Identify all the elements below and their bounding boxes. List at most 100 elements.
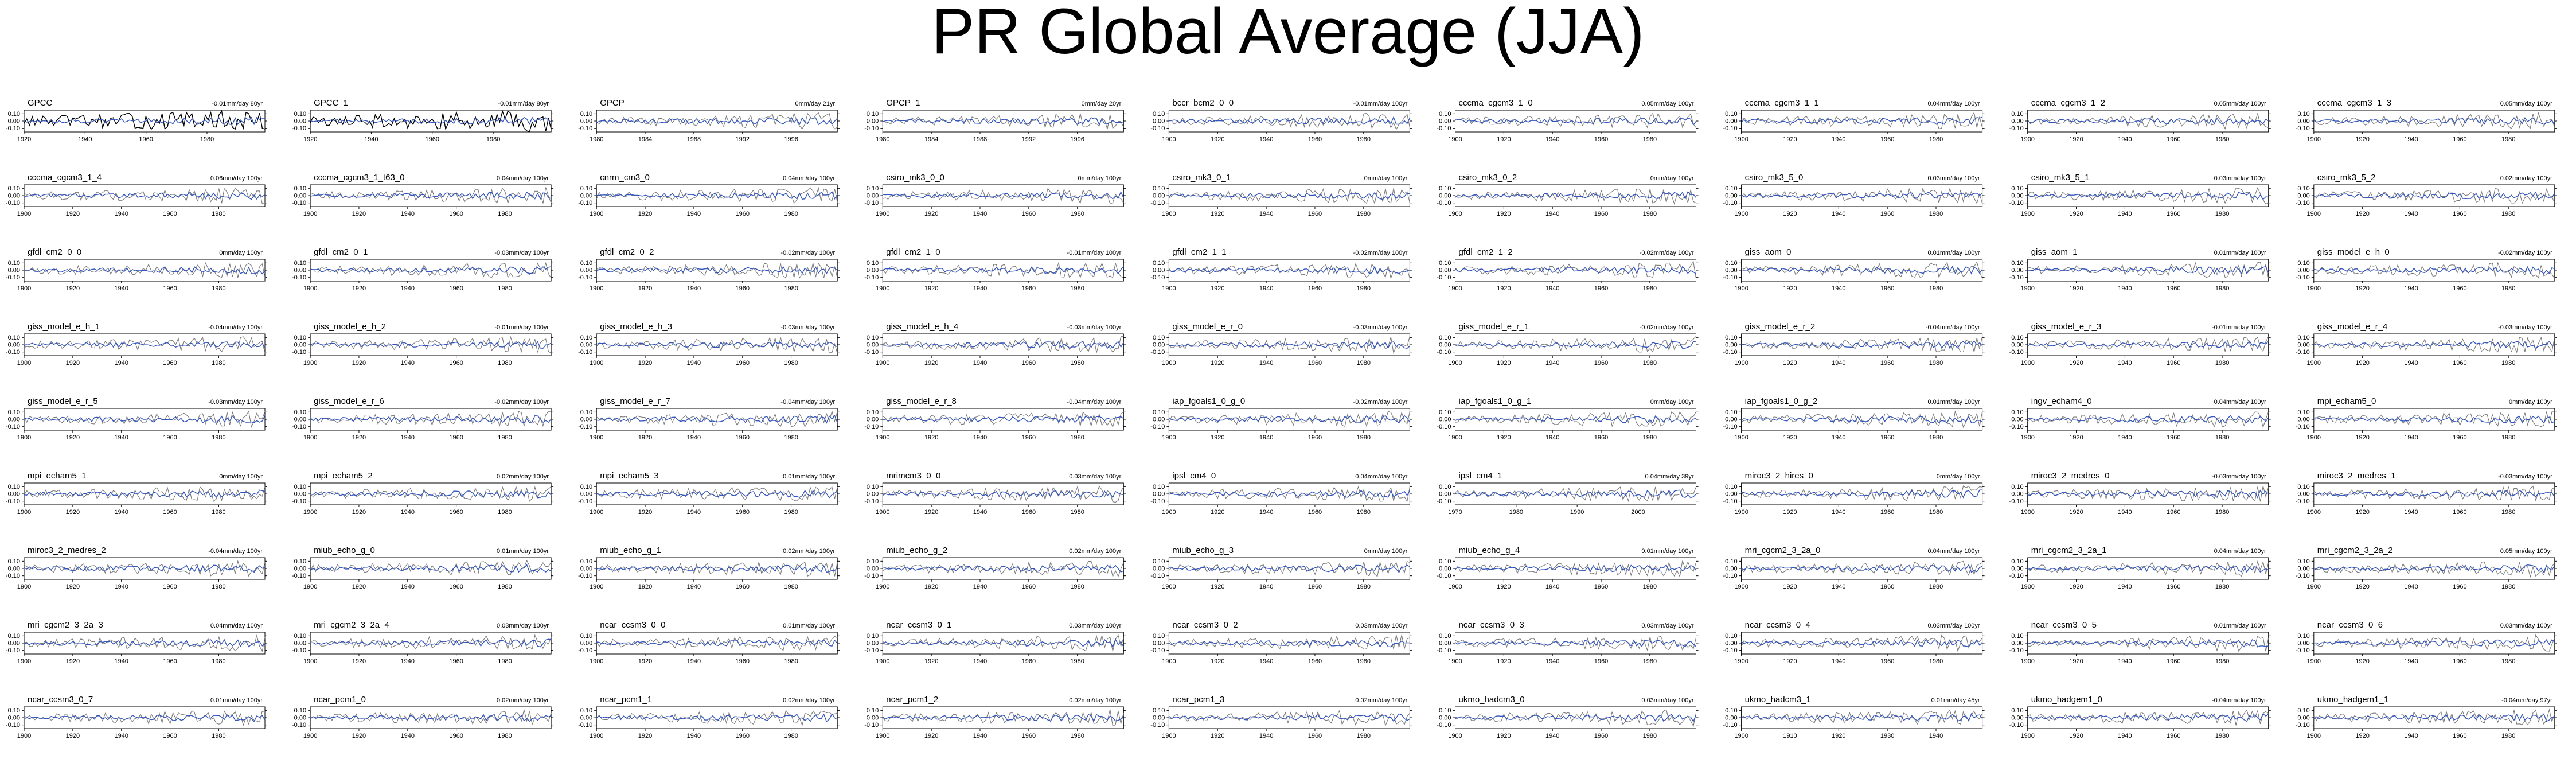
trend-label: -0.04mm/day 100yr bbox=[208, 548, 263, 555]
x-tick-label: 1920 bbox=[1832, 733, 1845, 739]
series-model bbox=[1741, 564, 1982, 573]
x-tick-label: 1980 bbox=[784, 211, 798, 217]
x-tick-label: 1920 bbox=[1211, 434, 1224, 441]
y-tick-label: 0.10 bbox=[294, 558, 306, 565]
y-tick-label: 0.00 bbox=[1153, 342, 1165, 349]
trend-label: 0.03mm/day 100yr bbox=[2500, 622, 2552, 629]
series-model bbox=[1455, 564, 1697, 573]
series-observed bbox=[24, 410, 266, 428]
y-tick-label: -0.10 bbox=[292, 647, 306, 654]
panel-title: mri_cgcm2_3_2a_3 bbox=[28, 620, 103, 630]
y-tick-label: 0.00 bbox=[1725, 267, 1737, 274]
x-tick-label: 1920 bbox=[352, 211, 366, 217]
x-tick-label: 1980 bbox=[498, 211, 512, 217]
panel-title: gfdl_cm2_0_2 bbox=[600, 247, 654, 257]
x-tick-label: 1960 bbox=[1594, 285, 1608, 292]
x-tick-label: 1940 bbox=[1832, 583, 1845, 590]
y-tick-label: 0.10 bbox=[1725, 334, 1737, 341]
panel-ncar_ccsm3_0_6: ncar_ccsm3_0_6 0.03mm/day 100yr 0.100.00-0… bbox=[2296, 620, 2557, 665]
y-tick-label: 0.00 bbox=[867, 566, 879, 573]
panel-cnrm_cm3_0: cnrm_cm3_0 0.04mm/day 100yr 0.100.00-0.10 1… bbox=[578, 173, 840, 217]
x-tick-label: 1920 bbox=[638, 360, 652, 367]
x-tick-label: 1940 bbox=[973, 509, 987, 516]
y-tick-label: -0.10 bbox=[2296, 498, 2310, 505]
y-tick-label: 0.10 bbox=[8, 260, 20, 267]
x-tick-label: 1920 bbox=[1783, 583, 1797, 590]
series-model bbox=[1455, 415, 1696, 424]
x-tick-label: 1900 bbox=[1734, 360, 1748, 367]
x-tick-label: 1980 bbox=[784, 583, 798, 590]
y-tick-label: -0.10 bbox=[292, 423, 306, 430]
panel-gfdl_cm2_0_0: gfdl_cm2_0_0 0mm/day 100yr 0.100.00-0.10 19… bbox=[6, 247, 267, 292]
x-tick-label: 1980 bbox=[2215, 360, 2229, 367]
series-model bbox=[2313, 713, 2555, 722]
x-tick-label: 1960 bbox=[1880, 434, 1894, 441]
x-tick-label: 1980 bbox=[2215, 136, 2229, 143]
trend-label: -0.02mm/day 100yr bbox=[494, 399, 549, 406]
x-tick-label: 1960 bbox=[2167, 136, 2180, 143]
x-tick-label: 1940 bbox=[2404, 211, 2418, 217]
x-tick-label: 1900 bbox=[303, 434, 317, 441]
series-observed bbox=[882, 336, 1124, 353]
series-model bbox=[1455, 639, 1696, 648]
x-tick-label: 1980 bbox=[498, 733, 512, 739]
x-tick-label: 1900 bbox=[17, 509, 31, 516]
x-tick-label: 1920 bbox=[924, 509, 938, 516]
panel-ipsl_cm4_1: ipsl_cm4_1 0.04mm/day 39yr 0.100.00-0.10 19… bbox=[1437, 471, 1699, 516]
panel-giss_model_e_h_4: giss_model_e_h_4 -0.03mm/day 100yr 0.100.0… bbox=[864, 322, 1126, 367]
x-tick-label: 1940 bbox=[1259, 434, 1273, 441]
series-observed bbox=[310, 559, 552, 576]
panel-cccma_cgcm3_1_2: cccma_cgcm3_1_2 0.05mm/day 100yr 0.100.00-… bbox=[2009, 98, 2271, 143]
y-tick-label: 0.10 bbox=[8, 484, 20, 490]
y-tick-label: -0.10 bbox=[578, 722, 592, 729]
x-tick-label: 1940 bbox=[2118, 658, 2132, 665]
x-tick-label: 1920 bbox=[66, 434, 80, 441]
series-model bbox=[1741, 192, 1983, 199]
trend-label: 0.04mm/day 100yr bbox=[210, 622, 263, 629]
series-observed bbox=[883, 188, 1124, 204]
x-tick-label: 1940 bbox=[2118, 136, 2132, 143]
x-tick-label: 1940 bbox=[1259, 583, 1273, 590]
trend-label: -0.03mm/day 100yr bbox=[494, 250, 549, 256]
series-observed bbox=[310, 187, 552, 205]
series-observed bbox=[1741, 336, 1983, 353]
trend-label: 0mm/day 21yr bbox=[795, 100, 835, 107]
x-tick-label: 1980 bbox=[1643, 434, 1657, 441]
panel-gfdl_cm2_1_1: gfdl_cm2_1_1 -0.02mm/day 100yr 0.100.00-0.… bbox=[1150, 247, 1412, 292]
x-tick-label: 1980 bbox=[212, 733, 225, 739]
series-model bbox=[882, 340, 1124, 349]
panel-giss_model_e_h_2: giss_model_e_h_2 -0.01mm/day 100yr 0.100.0… bbox=[292, 322, 554, 367]
y-tick-label: 0.00 bbox=[580, 416, 592, 423]
series-model bbox=[1741, 712, 1983, 722]
y-tick-label: 0.00 bbox=[2011, 566, 2023, 573]
x-tick-label: 1960 bbox=[2453, 583, 2466, 590]
x-tick-label: 1940 bbox=[1832, 211, 1845, 217]
x-tick-label: 1920 bbox=[2355, 583, 2369, 590]
x-tick-label: 1960 bbox=[1308, 360, 1322, 367]
x-tick-label: 1980 bbox=[498, 434, 512, 441]
panel-title: gfdl_cm2_1_0 bbox=[886, 247, 940, 257]
panel-ncar_ccsm3_0_0: ncar_ccsm3_0_0 0.01mm/day 100yr 0.100.00-0… bbox=[578, 620, 840, 665]
x-tick-label: 1960 bbox=[2453, 285, 2466, 292]
y-tick-label: -0.10 bbox=[6, 423, 20, 430]
panel-title: cccma_cgcm3_1_t63_0 bbox=[314, 173, 404, 182]
x-tick-label: 1960 bbox=[2167, 583, 2180, 590]
x-tick-label: 1960 bbox=[1880, 285, 1894, 292]
x-tick-label: 1980 bbox=[2215, 285, 2229, 292]
panel-mri_cgcm2_3_2a_1: mri_cgcm2_3_2a_1 0.04mm/day 100yr 0.100.00… bbox=[2009, 546, 2271, 590]
x-tick-label: 1920 bbox=[638, 285, 652, 292]
x-tick-label: 1900 bbox=[876, 658, 889, 665]
y-tick-label: -0.10 bbox=[292, 722, 306, 729]
panel-frame bbox=[2027, 184, 2269, 207]
series-model bbox=[1455, 341, 1696, 349]
trend-label: 0.03mm/day 100yr bbox=[497, 622, 549, 629]
y-tick-label: 0.00 bbox=[867, 193, 879, 200]
x-tick-label: 1970 bbox=[1448, 509, 1462, 516]
x-tick-label: 1920 bbox=[66, 733, 80, 739]
y-tick-label: -0.10 bbox=[6, 274, 20, 281]
y-tick-label: -0.10 bbox=[6, 200, 20, 207]
y-tick-label: 0.10 bbox=[8, 707, 20, 714]
y-tick-label: -0.10 bbox=[864, 349, 879, 356]
series-model bbox=[596, 116, 838, 126]
y-tick-label: 0.10 bbox=[580, 409, 592, 416]
